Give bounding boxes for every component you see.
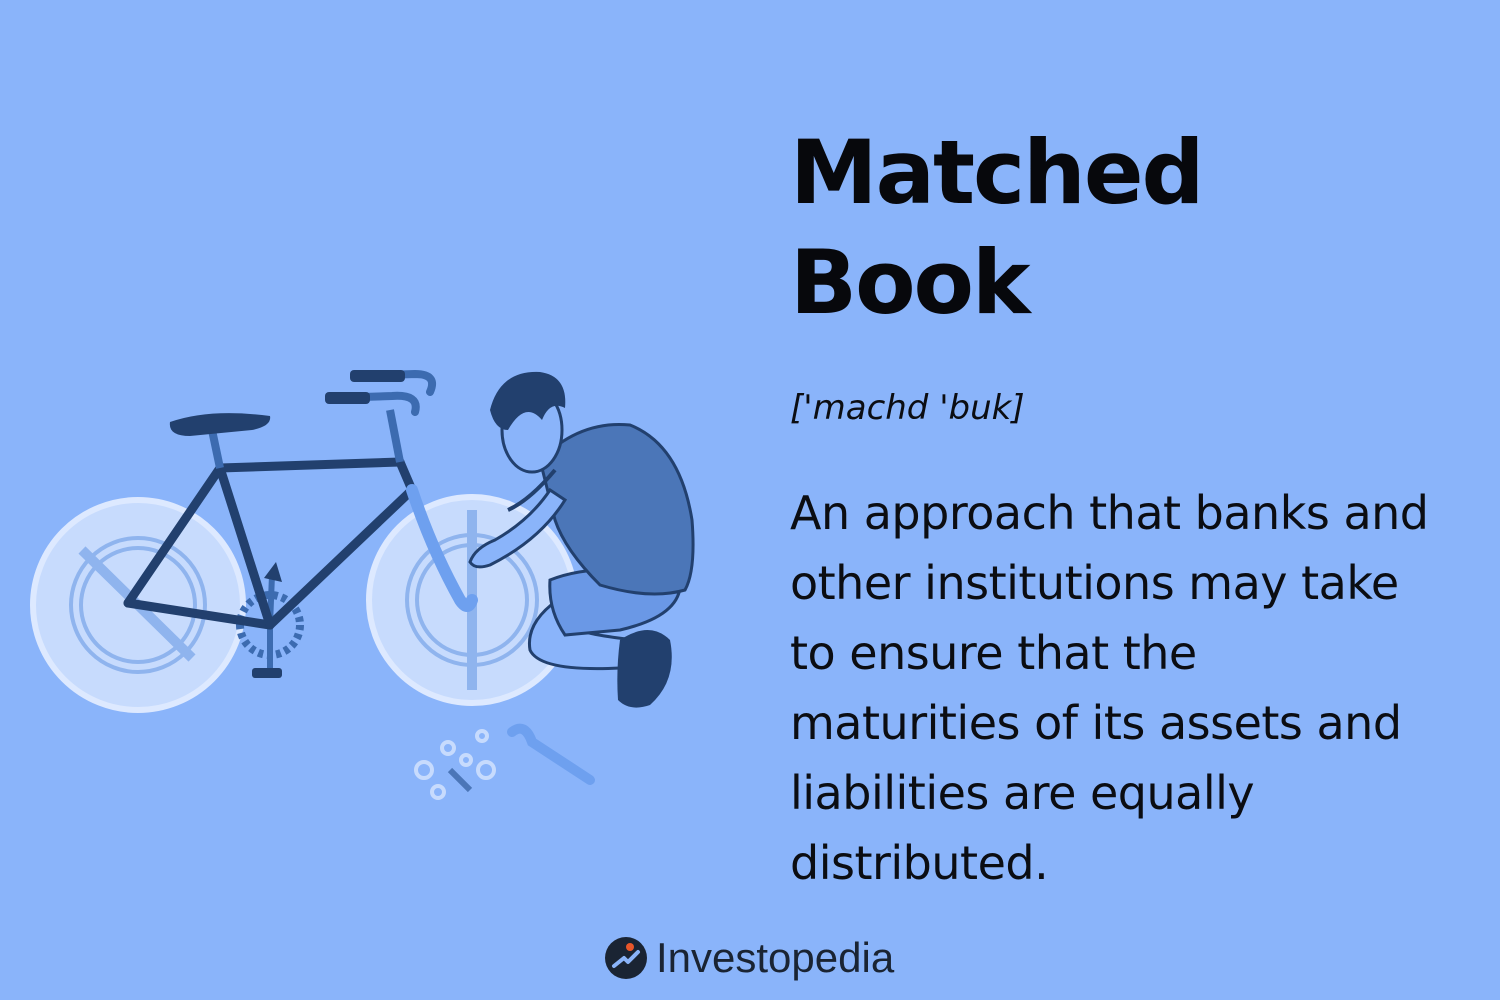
brand-name: Investopedia [656,934,895,981]
bicycle-frame [123,457,417,630]
investopedia-logo-icon [605,937,647,979]
mechanic-person [468,371,695,708]
term-pronunciation: ['machd 'buk] [790,388,1025,428]
tools-on-ground [414,723,595,800]
definition-card: Matched Book ['machd 'buk] An approach t… [790,118,1450,898]
bicycle-seat [169,413,271,469]
investopedia-logo: Investopedia [604,932,894,984]
chainring [236,562,304,678]
bicycle-repair-illustration [30,369,695,800]
front-fork [406,484,478,612]
term-title: Matched Book [790,121,1205,334]
term-definition: An approach that banks and other institu… [790,486,1429,890]
handlebars [325,369,437,463]
